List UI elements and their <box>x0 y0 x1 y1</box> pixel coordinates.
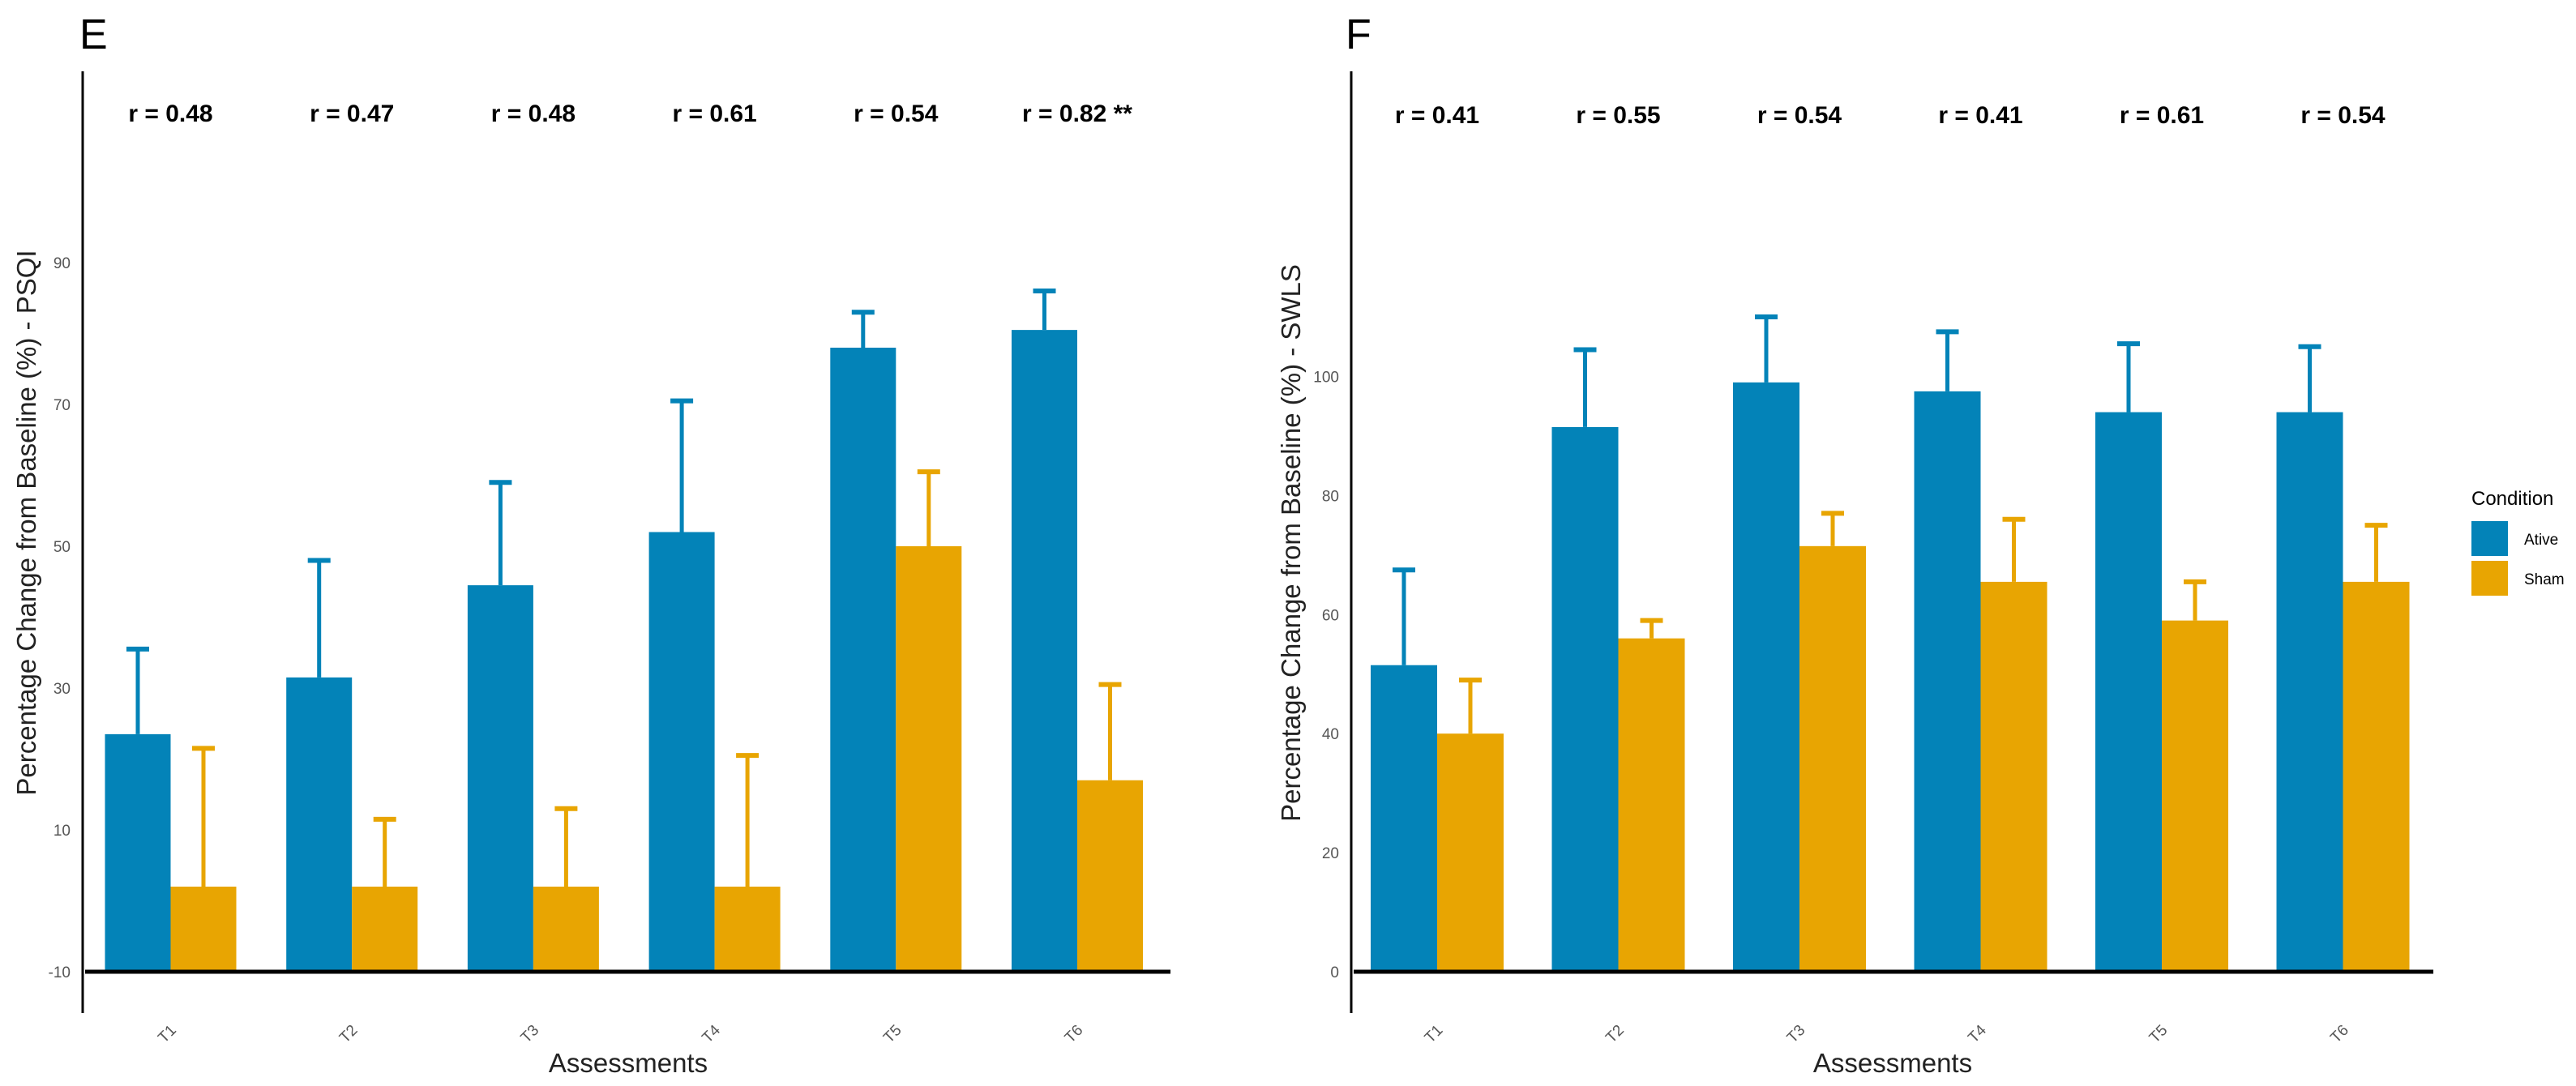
y-tick-labels-e: -10 10 30 50 70 90 <box>49 255 71 981</box>
y-axis-title-e: Percentage Change from Baseline (%) - PS… <box>11 250 41 795</box>
bar-ative-t6 <box>1012 330 1077 972</box>
bar-ative-t3 <box>1733 382 1799 973</box>
bar-sham-t5 <box>896 546 962 972</box>
y-tick-label: 90 <box>53 255 71 272</box>
y-tick-label: 20 <box>1322 845 1339 862</box>
error-bar <box>1393 567 1415 665</box>
legend-label-sham: Sham <box>2524 571 2565 588</box>
correlation-label: r = 0.48 <box>491 100 576 127</box>
correlation-labels-f: r = 0.41 r = 0.55 r = 0.54 r = 0.41 r = 0.61… <box>1395 102 2386 129</box>
error-bar <box>554 806 578 887</box>
error-bar <box>1936 329 1959 391</box>
legend-swatch-sham <box>2471 561 2508 596</box>
correlation-label: r = 0.82 ** <box>1022 100 1132 127</box>
error-bar <box>736 753 760 887</box>
bar-ative-t5 <box>2095 412 2162 972</box>
legend-title: Condition <box>2471 488 2553 510</box>
bar-ative-t3 <box>467 585 533 972</box>
error-bar <box>489 480 512 586</box>
legend: Condition Ative Sham <box>2471 488 2565 596</box>
bars-f <box>1371 382 2410 973</box>
legend-label-ative: Ative <box>2524 532 2558 549</box>
bar-sham-t4 <box>714 887 781 972</box>
y-tick-label: 80 <box>1322 488 1339 505</box>
correlation-label: r = 0.41 <box>1395 102 1479 129</box>
y-axis-title-f: Percentage Change from Baseline (%) - SW… <box>1276 264 1306 822</box>
bar-sham-t2 <box>1618 638 1685 972</box>
y-tick-label: 100 <box>1313 370 1339 387</box>
error-bars-e <box>126 289 1122 887</box>
bar-sham-t6 <box>1077 780 1143 972</box>
bar-ative-t1 <box>1371 665 1437 972</box>
y-tick-label: 10 <box>53 823 71 840</box>
correlation-label: r = 0.55 <box>1576 102 1660 129</box>
error-bar <box>373 816 396 887</box>
error-bar <box>917 469 940 546</box>
bar-sham-t4 <box>1980 581 2048 972</box>
correlation-label: r = 0.61 <box>2120 102 2204 129</box>
bar-ative-t4 <box>1914 391 1981 972</box>
x-axis-title-f: Assessments <box>1813 1048 1972 1078</box>
correlation-label: r = 0.54 <box>2300 102 2386 129</box>
legend-swatch-ative <box>2471 521 2508 556</box>
bar-ative-t4 <box>648 532 715 972</box>
correlation-label: r = 0.48 <box>128 100 212 127</box>
panel-letter-f: F <box>1346 11 1371 58</box>
y-tick-label: 50 <box>53 539 71 556</box>
bar-sham-t3 <box>533 887 599 972</box>
error-bar <box>1640 618 1663 639</box>
bar-sham-t2 <box>352 887 418 972</box>
error-bar <box>851 310 875 348</box>
error-bar <box>307 558 331 678</box>
bars-e <box>105 330 1143 972</box>
error-bar <box>2002 516 2026 582</box>
error-bar <box>126 646 149 734</box>
error-bar <box>1459 678 1482 734</box>
bar-sham-t5 <box>2162 620 2228 972</box>
correlation-label: r = 0.47 <box>310 100 394 127</box>
y-tick-label: 30 <box>53 681 71 698</box>
panel-letter-e: E <box>79 11 108 58</box>
error-bar <box>2298 344 2321 413</box>
y-tick-label: 70 <box>53 397 71 414</box>
y-tick-label: 60 <box>1322 607 1339 624</box>
error-bar <box>1755 314 1778 383</box>
correlation-label: r = 0.41 <box>1938 102 2022 129</box>
bar-sham-t3 <box>1799 545 1866 972</box>
bar-ative-t5 <box>830 348 896 972</box>
bar-ative-t2 <box>1551 426 1619 972</box>
error-bars-f <box>1393 314 2388 734</box>
correlation-label: r = 0.54 <box>1757 102 1842 129</box>
error-bar <box>2117 341 2140 413</box>
bar-ative-t2 <box>286 677 353 972</box>
error-bar <box>192 746 215 887</box>
correlation-label: r = 0.54 <box>854 100 939 127</box>
error-bar <box>1033 289 1056 331</box>
error-bar <box>1573 347 1597 427</box>
bar-sham-t1 <box>1437 733 1504 972</box>
bar-sham-t6 <box>2343 581 2410 972</box>
y-tick-label: -10 <box>49 964 71 981</box>
bar-ative-t6 <box>2276 412 2343 972</box>
correlation-labels-e: r = 0.48 r = 0.47 r = 0.48 r = 0.61 r = 0.54… <box>128 100 1132 127</box>
y-tick-labels-f: 0 20 40 60 80 100 <box>1313 370 1339 982</box>
y-tick-label: 40 <box>1322 726 1339 743</box>
error-bar <box>2184 579 2206 621</box>
bar-ative-t1 <box>105 733 171 972</box>
error-bar <box>1098 682 1122 780</box>
error-bar <box>670 398 694 532</box>
bar-sham-t1 <box>170 887 237 972</box>
y-tick-label: 0 <box>1330 964 1339 981</box>
correlation-label: r = 0.61 <box>672 100 756 127</box>
x-axis-title-e: Assessments <box>549 1048 708 1078</box>
error-bar <box>1821 511 1844 546</box>
error-bar <box>2364 523 2388 582</box>
